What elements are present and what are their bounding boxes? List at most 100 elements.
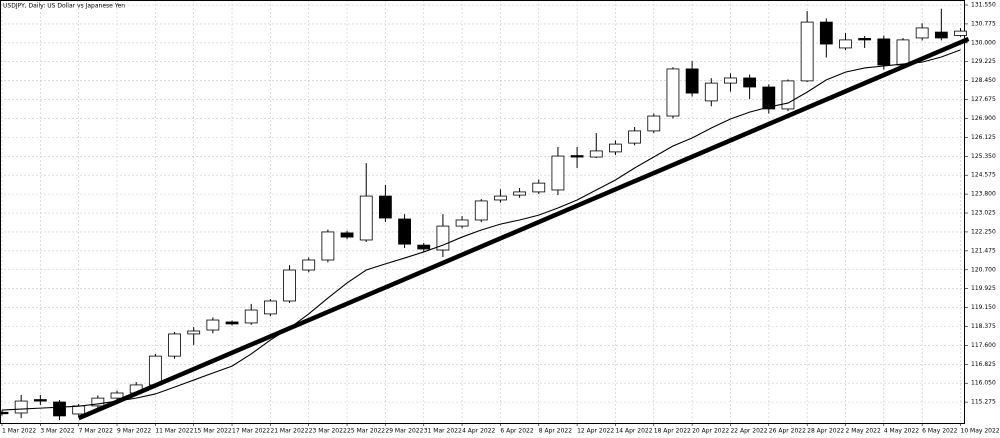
x-tick-label: 2 May 2022: [845, 428, 880, 435]
candle-body: [0, 411, 9, 415]
candle-body: [724, 77, 737, 84]
candle-body: [743, 77, 757, 88]
y-tick-label: 126.125: [971, 134, 996, 141]
candle-body: [685, 68, 699, 94]
y-tick-label: 116.050: [971, 380, 996, 387]
x-tick-label: 7 Mar 2022: [79, 428, 113, 435]
candle-body: [513, 191, 526, 196]
moving-average: [1, 49, 961, 411]
candle-body: [417, 244, 431, 250]
candle-body: [359, 195, 373, 241]
y-tick-label: 127.675: [971, 96, 996, 103]
candle-body: [551, 155, 565, 191]
candle-body: [14, 400, 28, 414]
x-tick-label: 28 Apr 2022: [807, 428, 844, 435]
y-tick-label: 123.025: [971, 210, 996, 217]
y-tick-label: 118.375: [971, 323, 996, 330]
x-tick-label: 10 May 2022: [961, 428, 1000, 435]
candle-body: [244, 309, 258, 324]
x-tick-label: 4 May 2022: [884, 428, 919, 435]
candle-body: [858, 38, 872, 41]
candle-body: [206, 319, 220, 331]
x-tick-label: 21 Mar 2022: [270, 428, 308, 435]
y-tick-label: 125.350: [971, 153, 996, 160]
y-tick-label: 126.900: [971, 115, 996, 122]
y-tick-label: 124.575: [971, 172, 996, 179]
candle-body: [628, 130, 642, 144]
candle-body: [283, 269, 296, 302]
candle-body: [819, 21, 833, 45]
candle-body: [532, 182, 546, 193]
candle-body: [800, 21, 814, 82]
candle-body: [781, 80, 795, 110]
candle-body: [589, 150, 603, 158]
candle-body: [110, 392, 124, 399]
y-tick-label: 120.700: [971, 266, 996, 273]
x-tick-label: 1 Mar 2022: [2, 428, 36, 435]
candle-body: [378, 195, 392, 219]
x-tick-label: 8 Apr 2022: [539, 428, 572, 435]
x-tick-label: 12 Apr 2022: [577, 428, 614, 435]
y-tick-label: 129.225: [971, 58, 996, 65]
y-tick-label: 115.275: [971, 399, 996, 406]
x-tick-label: 18 Apr 2022: [654, 428, 691, 435]
candle-body: [666, 68, 680, 117]
candle-body: [53, 401, 66, 417]
x-tick-label: 23 Mar 2022: [309, 428, 347, 435]
candle-body: [896, 39, 910, 66]
candle-body: [609, 143, 622, 153]
y-tick-label: 130.775: [971, 20, 996, 27]
candle-body: [91, 397, 105, 407]
y-tick-label: 131.550: [971, 2, 996, 9]
candle-body: [263, 300, 277, 315]
x-tick-label: 9 Mar 2022: [117, 428, 151, 435]
candle-body: [570, 155, 584, 158]
y-tick-label: 116.825: [971, 361, 996, 368]
chart-title: USDJPY, Daily: US Dollar vs Japanese Yen: [3, 3, 125, 10]
x-tick-label: 31 Mar 2022: [424, 428, 462, 435]
x-tick-label: 20 Apr 2022: [692, 428, 729, 435]
candle-body: [321, 231, 335, 261]
y-tick-label: 130.000: [971, 39, 996, 46]
candle-body: [934, 31, 948, 39]
candle-body: [72, 405, 86, 415]
candle-body: [33, 399, 47, 402]
candle-body: [187, 330, 201, 335]
x-tick-label: 25 Mar 2022: [347, 428, 385, 435]
x-tick-label: 17 Mar 2022: [232, 428, 270, 435]
candle-body: [225, 321, 239, 325]
candle-body: [954, 30, 967, 36]
candle-body: [877, 38, 891, 66]
candle-body: [839, 39, 852, 49]
x-tick-label: 11 Mar 2022: [155, 428, 193, 435]
candle-body: [398, 218, 411, 245]
candle-body: [455, 219, 469, 227]
x-tick-label: 22 Apr 2022: [730, 428, 767, 435]
y-tick-label: 122.250: [971, 228, 996, 235]
y-tick-label: 121.475: [971, 247, 996, 254]
y-tick-label: 117.600: [971, 342, 996, 349]
x-tick-label: 6 Apr 2022: [500, 428, 533, 435]
y-tick-label: 119.925: [971, 285, 996, 292]
x-tick-label: 29 Mar 2022: [385, 428, 423, 435]
candle-body: [474, 200, 488, 221]
candle-body: [704, 82, 718, 102]
candle-body: [762, 86, 776, 110]
x-tick-label: 4 Apr 2022: [462, 428, 495, 435]
plot-frame: [0, 0, 965, 424]
x-tick-label: 6 May 2022: [922, 428, 957, 435]
x-tick-label: 3 Mar 2022: [40, 428, 74, 435]
candle-body: [302, 259, 316, 271]
candle-body: [647, 115, 661, 132]
y-tick-label: 123.800: [971, 191, 996, 198]
x-tick-label: 14 Apr 2022: [615, 428, 652, 435]
candle-body: [148, 355, 162, 386]
x-tick-label: 15 Mar 2022: [194, 428, 232, 435]
candle-body: [494, 195, 507, 201]
x-tick-label: 26 Apr 2022: [769, 428, 806, 435]
y-tick-label: 128.450: [971, 77, 996, 84]
candle-body: [340, 232, 354, 238]
candle-body: [168, 333, 181, 357]
